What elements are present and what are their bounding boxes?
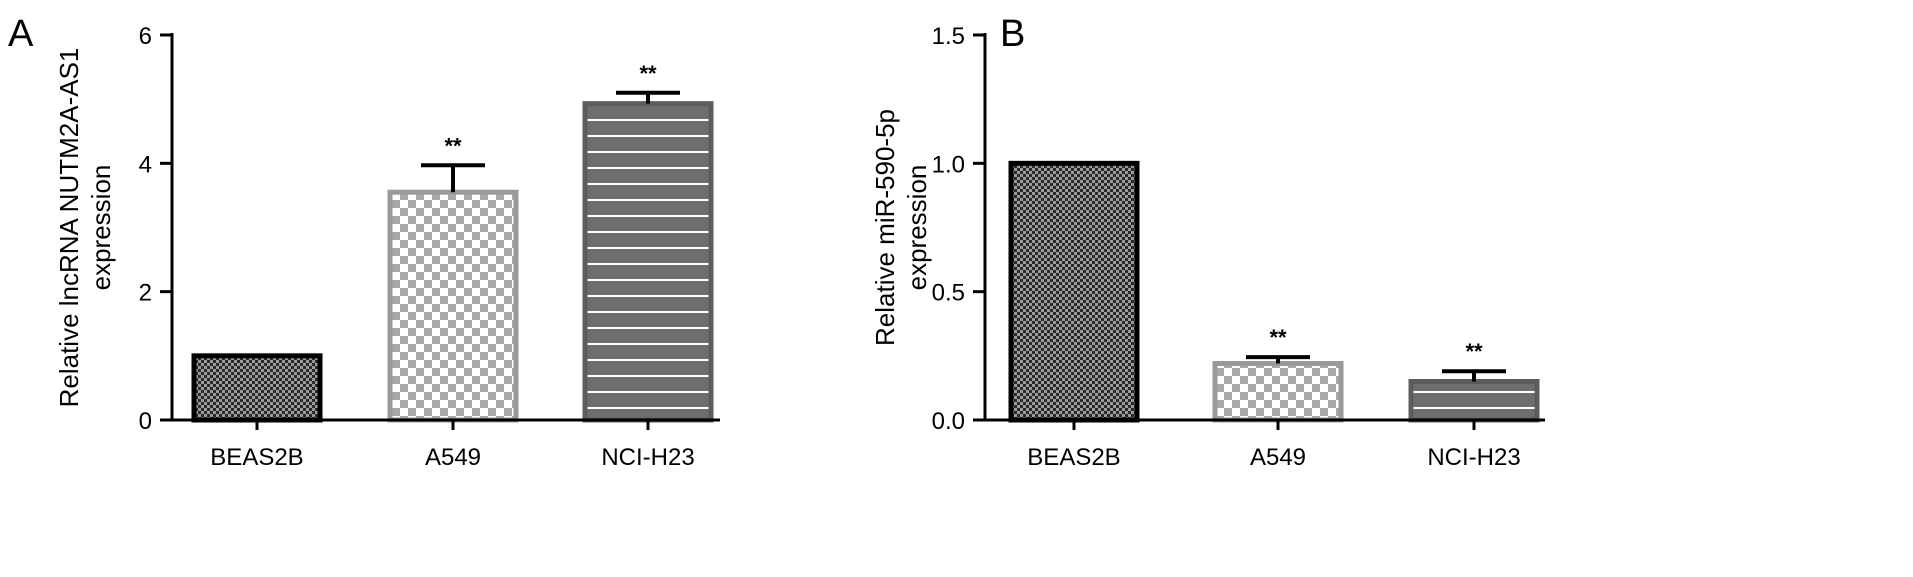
x-tick-label: NCI-H23 — [601, 444, 694, 471]
y-tick-label: 0.5 — [932, 280, 965, 307]
bar-a549 — [387, 189, 519, 423]
y-tick-label: 6 — [139, 23, 152, 50]
x-tick-label: A549 — [1250, 444, 1306, 471]
x-tick-label: NCI-H23 — [1427, 444, 1520, 471]
panel-letter-b: B — [1000, 13, 1025, 55]
y-axis-label-line: expression — [902, 165, 932, 291]
x-tick-label: A549 — [425, 444, 481, 471]
bar-nci-h23 — [582, 101, 714, 423]
y-tick-label: 2 — [139, 280, 152, 307]
x-tick-label: BEAS2B — [210, 444, 303, 471]
y-tick-label: 1.0 — [932, 151, 965, 178]
chart-panel-a: BEAS2B ** A549 ** NCI-H23 0 2 4 6 Relative lncRNA… — [54, 23, 720, 471]
significance-marker: ** — [639, 61, 657, 86]
bar-a549 — [1212, 361, 1344, 423]
y-axis-label-line: expression — [86, 165, 116, 291]
x-tick-label: BEAS2B — [1027, 444, 1120, 471]
y-axis-label: Relative lncRNA NUTM2A-AS1expression — [54, 48, 116, 408]
bar-beas2b — [191, 353, 323, 423]
chart-panel-b: BEAS2B ** A549 ** NCI-H23 0.0 0.5 1.0 1.5 Relativ… — [870, 23, 1545, 471]
bar-beas2b — [1008, 160, 1140, 423]
bar-nci-h23 — [1408, 379, 1540, 423]
y-axis-label-line: Relative lncRNA NUTM2A-AS1 — [54, 48, 84, 408]
y-axis-label: Relative miR-590-5pexpression — [870, 109, 932, 346]
panel-letter-a: A — [8, 13, 34, 55]
y-tick-label: 1.5 — [932, 23, 965, 50]
y-tick-label: 4 — [139, 151, 152, 178]
significance-marker: ** — [1269, 325, 1287, 350]
y-tick-label: 0.0 — [932, 408, 965, 435]
y-tick-label: 0 — [139, 408, 152, 435]
significance-marker: ** — [444, 133, 462, 158]
y-axis-label-line: Relative miR-590-5p — [870, 109, 900, 346]
significance-marker: ** — [1465, 339, 1483, 364]
